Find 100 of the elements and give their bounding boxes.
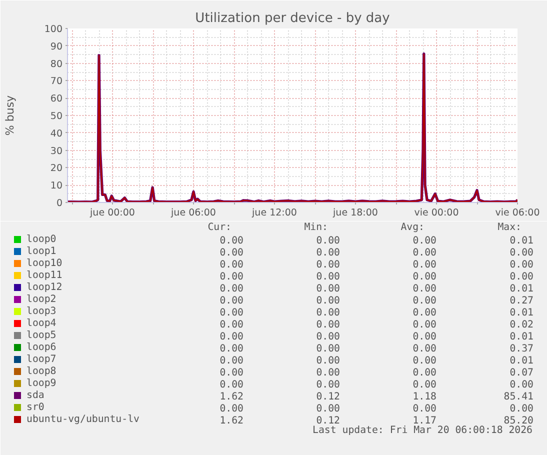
text: 85.41 <box>504 392 534 402</box>
text: 0.00 <box>510 272 534 282</box>
text: 0.00 <box>316 404 340 414</box>
legend-label: loop3 <box>26 306 56 317</box>
text: 0.00 <box>220 344 244 354</box>
text: 0.00 <box>412 368 437 378</box>
text: 0.00 <box>510 248 534 258</box>
text: 0.00 <box>412 344 437 354</box>
legend-label: loop5 <box>26 330 56 341</box>
text: 0.00 <box>412 320 437 330</box>
text: 0.00 <box>220 284 244 294</box>
legend-label: loop9 <box>26 378 56 389</box>
legend-label: loop8 <box>26 366 56 377</box>
legend-label: sda <box>26 390 44 401</box>
text: 0.00 <box>316 308 340 318</box>
text: 1.62 <box>220 392 244 402</box>
text: 0.12 <box>316 416 340 426</box>
text: 0.00 <box>412 332 437 342</box>
x-tick-label: vie 06:00 <box>495 208 540 218</box>
text: 0.00 <box>412 296 437 306</box>
text: 0.00 <box>412 260 437 270</box>
y-tick-label: 10 <box>50 180 63 192</box>
legend-label: loop11 <box>26 270 62 281</box>
x-tick-label: jue 00:00 <box>89 208 135 218</box>
x-tick-label: jue 12:00 <box>251 208 297 218</box>
y-tick-label: 90 <box>50 41 63 52</box>
text: 0.00 <box>316 296 340 306</box>
legend-label: loop7 <box>26 354 56 365</box>
text: Avg: <box>400 222 424 233</box>
chart-title: Utilization per device - by day <box>195 11 390 26</box>
text: 0.00 <box>412 248 437 258</box>
text: 0.02 <box>510 320 534 330</box>
legend-label: loop0 <box>26 234 56 245</box>
text: 0.00 <box>412 284 437 294</box>
y-tick-label: 50 <box>50 111 63 122</box>
text: 0.01 <box>510 332 534 342</box>
text: 0.00 <box>412 272 437 282</box>
text: 0.01 <box>510 236 534 246</box>
text: 0.00 <box>220 368 244 378</box>
y-tick-label: 30 <box>50 146 63 157</box>
text: 0.00 <box>316 248 340 258</box>
y-tick-label: 100 <box>44 24 63 35</box>
text: Last update: Fri Mar 20 06:00:18 2026 <box>312 425 533 436</box>
text: 0.00 <box>220 332 244 342</box>
text: 0.00 <box>220 272 244 282</box>
text: 0.00 <box>316 368 340 378</box>
text: 0.00 <box>412 380 437 390</box>
text: 0.00 <box>510 380 534 390</box>
y-tick-label: 0 <box>56 198 63 209</box>
text: 0.00 <box>220 404 244 414</box>
text: 0.00 <box>316 344 340 354</box>
text: Cur: <box>208 222 232 233</box>
text: 0.01 <box>510 356 534 366</box>
text: 0.00 <box>220 260 244 270</box>
x-tick-label: jue 06:00 <box>170 208 216 218</box>
legend-label: sr0 <box>26 402 44 413</box>
x-tick-label: vie 00:00 <box>414 208 459 218</box>
y-tick-label: 40 <box>50 128 63 140</box>
text: Max: <box>498 222 522 233</box>
text: 0.37 <box>510 344 534 354</box>
text: 0.00 <box>316 236 340 246</box>
y-tick-label: 80 <box>50 58 63 70</box>
text: 0.00 <box>220 356 244 366</box>
text: 0.00 <box>316 356 340 366</box>
legend-label: loop1 <box>26 246 56 257</box>
text: 0.07 <box>510 368 534 378</box>
text: 0.00 <box>220 236 244 246</box>
text: 0.00 <box>412 404 437 414</box>
y-tick-label: 60 <box>50 94 63 105</box>
text: Min: <box>304 222 328 233</box>
text: 0.00 <box>316 284 340 294</box>
text: 0.00 <box>316 320 340 330</box>
text: 0.00 <box>220 308 244 318</box>
legend-label: loop12 <box>26 282 62 293</box>
text: 0.00 <box>510 260 534 270</box>
text: 0.01 <box>510 308 534 318</box>
text: 1.17 <box>412 416 437 426</box>
legend-label: ubuntu-vg/ubuntu-lv <box>26 414 140 425</box>
text: 0.00 <box>412 308 437 318</box>
text: 0.27 <box>510 296 534 306</box>
text: 0.00 <box>412 356 437 366</box>
text: 0.12 <box>316 392 340 402</box>
legend-label: loop6 <box>26 342 56 353</box>
text: 0.00 <box>316 380 340 390</box>
text: 0.00 <box>412 236 437 246</box>
text: 1.62 <box>220 416 244 426</box>
text: 0.00 <box>316 260 340 270</box>
legend-label: loop10 <box>26 258 62 269</box>
x-tick-label: jue 18:00 <box>332 208 378 218</box>
text: 0.00 <box>220 296 244 306</box>
text: 0.00 <box>316 332 340 342</box>
y-tick-label: 70 <box>50 76 63 88</box>
text: 0.00 <box>220 248 244 258</box>
text: 0.00 <box>510 404 534 414</box>
text: 0.00 <box>316 272 340 282</box>
text: 0.00 <box>220 320 244 330</box>
y-tick-label: 20 <box>50 163 63 174</box>
text: 0.00 <box>220 380 244 390</box>
text: 1.18 <box>412 392 437 402</box>
y-axis-title: % busy <box>3 94 16 136</box>
